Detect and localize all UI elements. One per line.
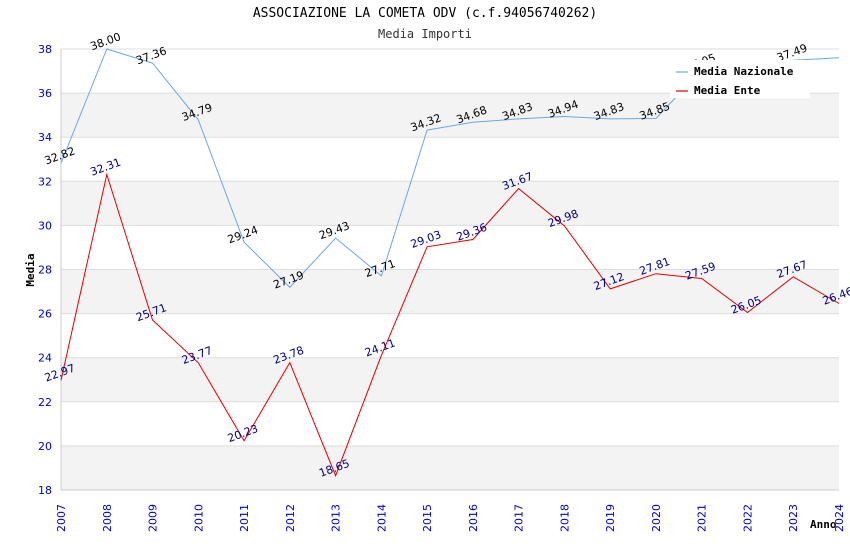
y-tick-label: 30	[38, 219, 52, 232]
x-tick-label: 2022	[741, 504, 754, 532]
plot-band	[61, 269, 839, 314]
x-tick-label: 2021	[696, 504, 709, 532]
y-tick-label: 32	[38, 175, 52, 188]
x-tick-label: 2007	[55, 504, 68, 532]
y-tick-label: 34	[38, 131, 52, 144]
y-tick-label: 26	[38, 308, 52, 321]
legend-label-ente: Media Ente	[694, 84, 761, 97]
plot-band	[61, 401, 839, 446]
x-tick-label: 2011	[238, 504, 251, 532]
plot-band	[61, 225, 839, 270]
gridlines	[60, 48, 839, 491]
y-tick-label: 28	[38, 264, 52, 277]
plot-band	[61, 137, 839, 182]
x-tick-label: 2012	[284, 504, 297, 532]
plot-band	[61, 93, 839, 138]
x-tick-label: 2019	[604, 504, 617, 532]
x-tick-label: 2020	[650, 504, 663, 532]
legend-label-nazionale: Media Nazionale	[694, 65, 794, 78]
y-axis-label: Media	[24, 253, 37, 286]
y-tick-label: 38	[38, 43, 52, 56]
y-tick-label: 20	[38, 440, 52, 453]
legend: Media Nazionale Media Ente	[670, 60, 810, 98]
chart-subtitle: Media Importi	[378, 27, 472, 41]
y-tick-label: 22	[38, 396, 52, 409]
x-tick-label: 2015	[421, 504, 434, 532]
y-tick-label: 24	[38, 352, 52, 365]
x-tick-label: 2009	[147, 504, 160, 532]
x-tick-label: 2014	[375, 504, 388, 532]
x-tick-label: 2016	[467, 504, 480, 532]
x-axis-label: Anno	[810, 518, 837, 531]
chart-title: ASSOCIAZIONE LA COMETA ODV (c.f.94056740…	[252, 6, 598, 21]
plot-background-bands	[61, 49, 839, 490]
x-tick-label: 2013	[330, 504, 343, 532]
y-tick-label: 18	[38, 484, 52, 497]
x-tick-label: 2017	[513, 504, 526, 532]
x-axis-ticks: 2007 2008 2009 2010 2011 2012 2013 2014 2015 2016…	[55, 504, 846, 532]
y-tick-label: 36	[38, 87, 52, 100]
plot-band	[61, 313, 839, 358]
x-tick-label: 2023	[787, 504, 800, 532]
series-line-1	[60, 172, 840, 478]
plot-band	[61, 445, 839, 490]
y-axis-ticks: 18 20 22 24 26 28 30 32 34 36 38	[38, 43, 52, 497]
legend-box	[670, 60, 810, 98]
x-tick-label: 2008	[101, 504, 114, 532]
x-tick-label: 2018	[558, 504, 571, 532]
plot-band	[61, 181, 839, 226]
x-tick-label: 2010	[192, 504, 205, 532]
x-tick-label: 2024	[833, 504, 846, 532]
plot-band	[61, 357, 839, 402]
